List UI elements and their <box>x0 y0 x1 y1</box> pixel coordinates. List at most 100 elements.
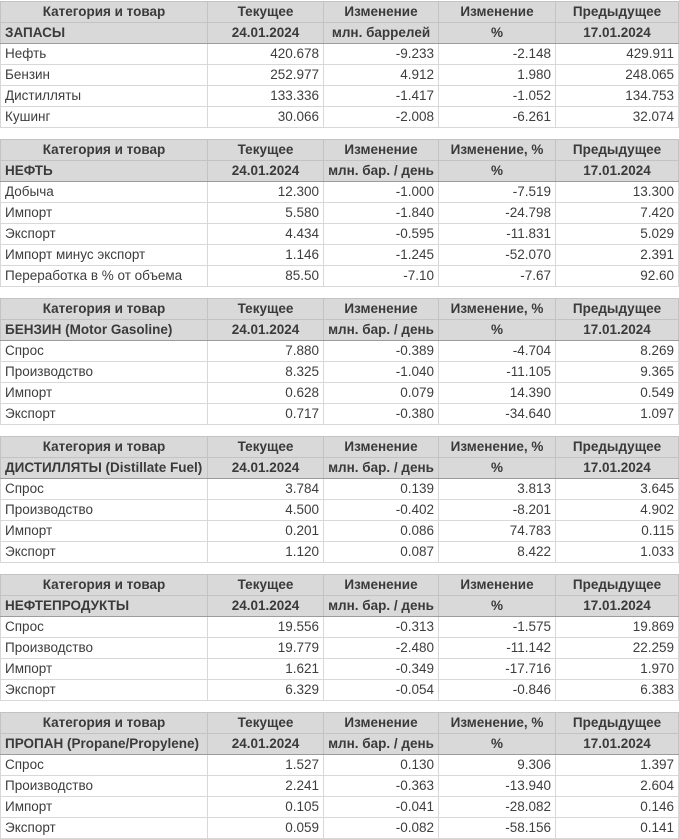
table-row: Спрос 3.784 0.139 3.813 3.645 <box>0 478 679 500</box>
header-previous: Предыдущее <box>555 139 679 161</box>
current-date: 24.01.2024 <box>207 22 324 44</box>
table-row: Экспорт 0.717 -0.380 -34.640 1.097 <box>0 403 679 425</box>
percent-label: % <box>438 457 556 479</box>
table-row: Импорт 1.621 -0.349 -17.716 1.970 <box>0 658 679 680</box>
table-row: Спрос 7.880 -0.389 -4.704 8.269 <box>0 340 679 362</box>
category-cell: Импорт минус экспорт <box>0 244 208 266</box>
subheader-row: ЗАПАСЫ 24.01.2024 млн. баррелей% 17.01.2024 <box>0 22 679 44</box>
unit-label: млн. бар. / день <box>323 457 439 479</box>
current-value: 30.066 <box>207 106 324 128</box>
category-cell: Переработка в % от объема <box>0 265 208 287</box>
category-cell: Импорт <box>0 658 208 680</box>
change-value: -0.363 <box>323 775 439 797</box>
column-header-row: Категория и товар Текущее Изменение Изменен… <box>0 298 679 320</box>
previous-value: 8.269 <box>555 340 679 362</box>
change-value: -1.417 <box>323 85 439 107</box>
previous-value: 1.033 <box>555 541 679 563</box>
previous-value: 248.065 <box>555 64 679 86</box>
column-header-row: Категория и товар Текущее Изменение Изменен… <box>0 436 679 458</box>
current-value: 133.336 <box>207 85 324 107</box>
table-title: ПРОПАН (Propane/Propylene) <box>0 733 208 755</box>
current-value: 19.556 <box>207 616 324 638</box>
table-row: Производство 2.241 -0.363 -13.940 2.604 <box>0 775 679 797</box>
table-title: ДИСТИЛЛЯТЫ (Distillate Fuel) <box>0 457 208 479</box>
change-value: -0.380 <box>323 403 439 425</box>
current-value: 3.784 <box>207 478 324 500</box>
current-value: 0.717 <box>207 403 324 425</box>
previous-value: 429.911 <box>555 43 679 65</box>
change-value: -0.041 <box>323 796 439 818</box>
category-cell: Нефть <box>0 43 208 65</box>
table-row: Кушинг 30.066 -2.008 -6.261 32.074 <box>0 106 679 128</box>
header-previous: Предыдущее <box>555 712 679 734</box>
change-pct-value: -52.070 <box>438 244 556 266</box>
previous-value: 2.391 <box>555 244 679 266</box>
category-cell: Кушинг <box>0 106 208 128</box>
change-value: -1.040 <box>323 361 439 383</box>
previous-value: 0.549 <box>555 382 679 404</box>
percent-label: % <box>438 733 556 755</box>
header-change-pct: Изменение <box>438 574 556 596</box>
header-change-pct: Изменение <box>438 1 556 23</box>
change-pct-value: -11.105 <box>438 361 556 383</box>
previous-value: 13.300 <box>555 181 679 203</box>
current-value: 6.329 <box>207 679 324 701</box>
table-row: Производство 8.325 -1.040 -11.105 9.365 <box>0 361 679 383</box>
percent-label: % <box>438 319 556 341</box>
change-pct-value: -1.052 <box>438 85 556 107</box>
category-cell: Экспорт <box>0 223 208 245</box>
table-row: Дистилляты 133.336 -1.417 -1.052 134.753 <box>0 85 679 107</box>
header-change: Изменение <box>323 574 439 596</box>
column-header-row: Категория и товар Текущее Изменение Изменен… <box>0 574 679 596</box>
change-pct-value: -8.201 <box>438 499 556 521</box>
table-title: НЕФТЬ <box>0 160 208 182</box>
header-change: Изменение <box>323 1 439 23</box>
current-date: 24.01.2024 <box>207 733 324 755</box>
change-value: 0.139 <box>323 478 439 500</box>
unit-label: млн. бар. / день <box>323 733 439 755</box>
header-previous: Предыдущее <box>555 574 679 596</box>
change-pct-value: 74.783 <box>438 520 556 542</box>
header-current: Текущее <box>207 298 324 320</box>
table-title: НЕФТЕПРОДУКТЫ <box>0 595 208 617</box>
header-change-pct: Изменение, % <box>438 712 556 734</box>
header-current: Текущее <box>207 712 324 734</box>
previous-value: 32.074 <box>555 106 679 128</box>
current-value: 252.977 <box>207 64 324 86</box>
category-cell: Спрос <box>0 616 208 638</box>
previous-value: 1.397 <box>555 754 679 776</box>
change-pct-value: -7.519 <box>438 181 556 203</box>
header-current: Текущее <box>207 1 324 23</box>
table-row: Экспорт 6.329 -0.054 -0.846 6.383 <box>0 679 679 701</box>
change-pct-value: -24.798 <box>438 202 556 224</box>
change-pct-value: 14.390 <box>438 382 556 404</box>
previous-value: 134.753 <box>555 85 679 107</box>
subheader-row: НЕФТЕПРОДУКТЫ 24.01.2024 млн. бар. / день%… <box>0 595 679 617</box>
data-table-propane: Категория и товар Текущее Изменение Изменен… <box>0 712 679 839</box>
subheader-row: ДИСТИЛЛЯТЫ (Distillate Fuel) 24.01.2024 мл… <box>0 457 679 479</box>
current-value: 1.146 <box>207 244 324 266</box>
category-cell: Производство <box>0 499 208 521</box>
data-table-petroleum-products: Категория и товар Текущее Изменение Изменен… <box>0 574 679 701</box>
header-change: Изменение <box>323 712 439 734</box>
table-row: Экспорт 1.120 0.087 8.422 1.033 <box>0 541 679 563</box>
header-current: Текущее <box>207 574 324 596</box>
current-value: 4.500 <box>207 499 324 521</box>
table-row: Импорт минус экспорт 1.146 -1.245 -52.070 2.… <box>0 244 679 266</box>
previous-value: 22.259 <box>555 637 679 659</box>
header-change-pct: Изменение, % <box>438 298 556 320</box>
unit-label: млн. бар. / день <box>323 319 439 341</box>
header-change-pct: Изменение, % <box>438 139 556 161</box>
header-change: Изменение <box>323 298 439 320</box>
previous-value: 0.115 <box>555 520 679 542</box>
previous-date: 17.01.2024 <box>555 457 679 479</box>
current-value: 12.300 <box>207 181 324 203</box>
table-row: Бензин 252.977 4.912 1.980 248.065 <box>0 64 679 86</box>
current-value: 0.059 <box>207 817 324 839</box>
header-previous: Предыдущее <box>555 298 679 320</box>
current-value: 5.580 <box>207 202 324 224</box>
header-previous: Предыдущее <box>555 436 679 458</box>
previous-date: 17.01.2024 <box>555 733 679 755</box>
category-cell: Спрос <box>0 478 208 500</box>
